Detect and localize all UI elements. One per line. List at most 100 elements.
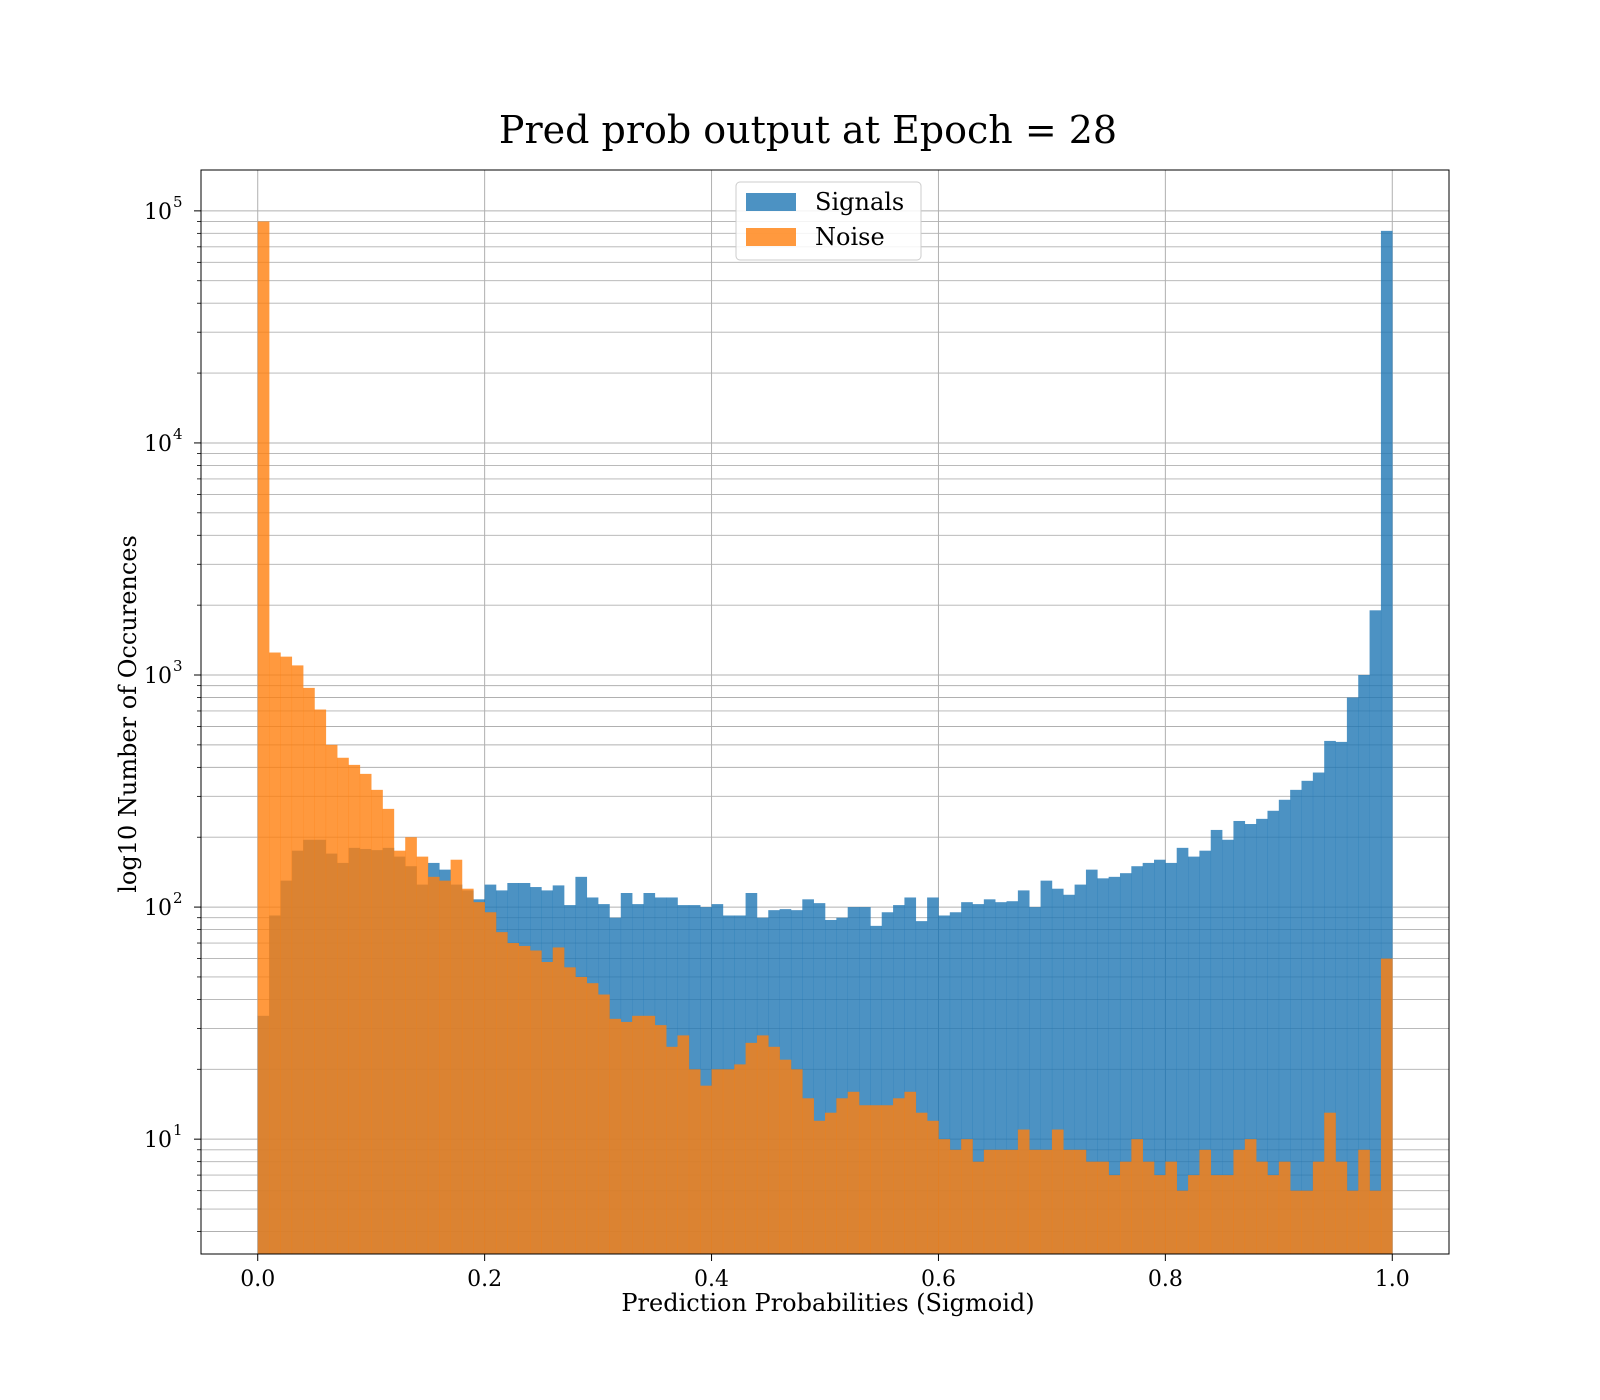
bar-noise bbox=[530, 950, 542, 1254]
y-tick-label: 10 bbox=[144, 432, 172, 457]
bar-noise bbox=[450, 859, 463, 1254]
bar-noise bbox=[1301, 1190, 1314, 1254]
bar-signals bbox=[1244, 824, 1257, 1254]
bar-noise bbox=[1312, 1161, 1325, 1254]
x-tick-label: 1.0 bbox=[1375, 1267, 1410, 1292]
bar-noise bbox=[484, 912, 497, 1254]
bar-signals bbox=[904, 897, 917, 1254]
bar-noise bbox=[280, 656, 293, 1254]
series-noise bbox=[257, 221, 1393, 1255]
y-tick-exponent: 2 bbox=[173, 889, 183, 907]
plot-frame bbox=[200, 169, 1450, 1255]
bar-noise bbox=[1290, 1190, 1302, 1254]
bar-signals bbox=[1267, 810, 1280, 1254]
bar-noise bbox=[620, 1021, 633, 1254]
y-tick-label: 10 bbox=[144, 664, 172, 689]
bar-noise bbox=[1051, 1129, 1064, 1254]
bar-noise bbox=[722, 1069, 735, 1254]
bar-noise bbox=[359, 773, 372, 1254]
bar-signals bbox=[1051, 888, 1064, 1254]
bar-signals bbox=[825, 919, 837, 1254]
legend-label-noise: Noise bbox=[815, 223, 885, 251]
bar-noise bbox=[700, 1085, 712, 1254]
bar-noise bbox=[1006, 1149, 1019, 1254]
bar-noise bbox=[1176, 1190, 1189, 1254]
x-tick-label: 0.2 bbox=[467, 1267, 502, 1292]
bar-signals bbox=[1312, 772, 1325, 1254]
bar-noise bbox=[1142, 1161, 1155, 1254]
bar-signals bbox=[1369, 610, 1382, 1254]
bar-noise bbox=[518, 945, 531, 1254]
y-tick-label: 10 bbox=[144, 200, 172, 225]
chart-title: Pred prob output at Epoch = 28 bbox=[499, 108, 1117, 152]
bar-signals bbox=[938, 915, 951, 1254]
bar-noise bbox=[643, 1015, 656, 1254]
bar-noise bbox=[813, 1120, 826, 1254]
bar-noise bbox=[870, 1105, 883, 1254]
y-tick-exponent: 5 bbox=[173, 193, 183, 211]
legend-swatch-noise bbox=[746, 228, 796, 246]
bar-signals bbox=[1301, 780, 1314, 1254]
bar-noise bbox=[927, 1120, 939, 1254]
bar-noise bbox=[972, 1161, 985, 1254]
y-tick-exponent: 4 bbox=[173, 425, 183, 443]
bar-noise bbox=[439, 880, 451, 1254]
bar-noise bbox=[881, 1105, 894, 1254]
bar-noise bbox=[847, 1091, 860, 1254]
bar-signals bbox=[1006, 901, 1019, 1254]
bar-noise bbox=[541, 961, 554, 1254]
bar-noise bbox=[405, 837, 417, 1254]
bar-signals bbox=[1358, 675, 1370, 1254]
bar-noise bbox=[1233, 1149, 1246, 1254]
bar-signals bbox=[893, 905, 905, 1254]
bar-noise bbox=[325, 744, 338, 1254]
bar-noise bbox=[1131, 1139, 1143, 1254]
bar-signals bbox=[1210, 829, 1223, 1254]
bar-noise bbox=[416, 856, 429, 1254]
bar-signals bbox=[1188, 856, 1200, 1254]
bar-noise bbox=[1074, 1149, 1087, 1254]
bar-noise bbox=[961, 1139, 973, 1254]
bar-noise bbox=[461, 888, 474, 1254]
legend-swatch-signals bbox=[746, 193, 796, 211]
bar-noise bbox=[393, 850, 406, 1254]
bar-noise bbox=[1085, 1161, 1098, 1254]
bar-signals bbox=[1233, 820, 1246, 1254]
bar-noise bbox=[666, 1046, 678, 1254]
bar-signals bbox=[836, 917, 848, 1254]
bar-noise bbox=[1244, 1139, 1257, 1254]
bar-noise bbox=[825, 1112, 837, 1254]
legend: Signals Noise bbox=[735, 181, 922, 261]
bar-signals bbox=[847, 907, 860, 1254]
bar-signals bbox=[881, 912, 894, 1254]
bar-noise bbox=[688, 1069, 701, 1254]
bar-signals bbox=[1131, 866, 1143, 1254]
y-tick-exponent: 1 bbox=[173, 1121, 183, 1139]
bar-noise bbox=[677, 1035, 690, 1254]
bar-signals bbox=[1346, 697, 1359, 1254]
bar-noise bbox=[552, 947, 565, 1254]
bar-noise bbox=[1029, 1149, 1041, 1254]
bar-signals bbox=[1154, 859, 1166, 1254]
bar-signals bbox=[1108, 876, 1121, 1254]
bar-noise bbox=[1165, 1161, 1178, 1254]
bar-noise bbox=[507, 943, 519, 1254]
bar-noise bbox=[904, 1091, 917, 1254]
bar-noise bbox=[337, 757, 349, 1254]
bar-signals bbox=[915, 921, 928, 1254]
bar-noise bbox=[575, 976, 588, 1254]
bar-noise bbox=[949, 1149, 962, 1254]
bar-noise bbox=[1369, 1190, 1382, 1254]
bar-noise bbox=[1063, 1149, 1075, 1254]
bar-noise bbox=[632, 1015, 644, 1254]
bar-noise bbox=[790, 1069, 803, 1254]
bar-noise bbox=[779, 1059, 792, 1254]
bar-noise bbox=[382, 808, 395, 1254]
bar-noise bbox=[1278, 1161, 1291, 1254]
bar-signals bbox=[972, 904, 985, 1254]
bar-signals bbox=[1017, 890, 1030, 1254]
bar-noise bbox=[1267, 1175, 1280, 1254]
y-tick-label: 10 bbox=[144, 1128, 172, 1153]
bar-signals bbox=[1222, 839, 1234, 1254]
